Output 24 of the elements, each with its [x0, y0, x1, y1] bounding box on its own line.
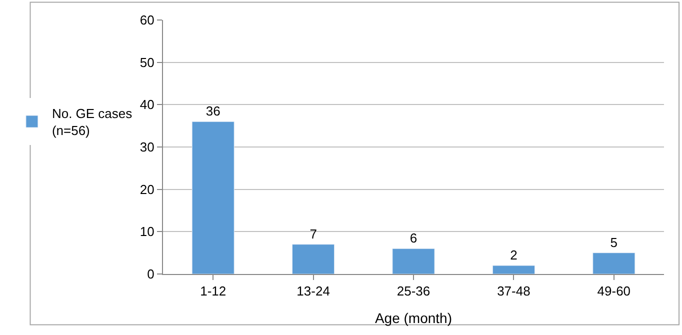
x-tick-label: 25-36 [396, 284, 430, 299]
y-tick-label: 40 [140, 97, 154, 112]
x-tick-label: 13-24 [296, 284, 330, 299]
x-tick-label: 1-12 [200, 284, 226, 299]
data-label: 36 [206, 104, 220, 119]
data-label: 6 [410, 230, 418, 246]
y-tick-label: 30 [140, 140, 154, 155]
x-tick-label: 49-60 [597, 284, 631, 299]
bar [192, 121, 234, 274]
bar [592, 252, 636, 274]
x-tick-label: 37-48 [497, 284, 530, 299]
bar [292, 244, 335, 274]
x-axis-title: Age (month) [374, 310, 452, 326]
data-label: 2 [510, 248, 518, 263]
y-tick-label: 60 [140, 12, 154, 28]
legend-label: No. GE cases (n=56) [52, 106, 133, 138]
bar [392, 248, 435, 274]
data-label: 5 [610, 234, 618, 250]
data-label: 7 [310, 226, 317, 242]
y-tick-label: 10 [140, 224, 154, 240]
y-tick-label: 20 [140, 182, 154, 197]
y-tick-label: 0 [147, 266, 154, 282]
y-tick-label: 50 [140, 54, 154, 70]
bar [492, 265, 535, 274]
